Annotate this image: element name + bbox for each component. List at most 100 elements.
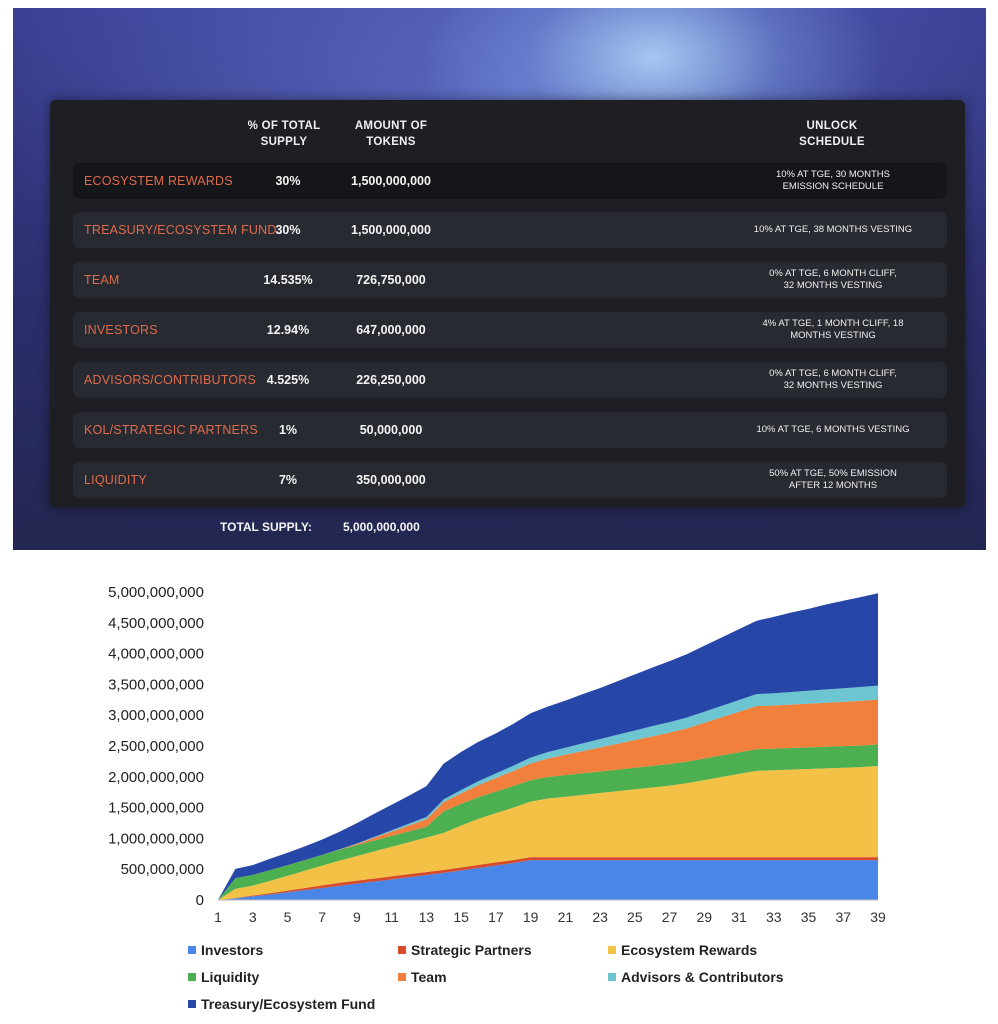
x-tick-label: 9: [353, 909, 361, 925]
table-row: ADVISORS/CONTRIBUTORS 4.525% 226,250,000…: [73, 362, 947, 398]
total-supply-label: TOTAL SUPPLY:: [220, 520, 313, 534]
area-series-team: [218, 699, 878, 900]
x-tick-label: 11: [384, 909, 399, 925]
row-amount: 1,500,000,000: [351, 174, 431, 188]
x-tick-label: 39: [870, 909, 886, 925]
legend-label: Strategic Partners: [411, 942, 532, 958]
legend-item: Strategic Partners: [398, 942, 532, 958]
row-unlock-line1: 50% AT TGE, 50% EMISSION: [769, 468, 897, 479]
x-tick-label: 29: [697, 909, 713, 925]
legend-label: Investors: [201, 942, 264, 958]
legend-label: Advisors & Contributors: [621, 969, 784, 985]
legend-item: Advisors & Contributors: [608, 969, 784, 985]
row-pct: 30%: [275, 223, 301, 237]
row-unlock-line1: 10% AT TGE, 6 MONTHS VESTING: [756, 424, 910, 435]
total-supply-value: 5,000,000,000: [343, 520, 420, 534]
legend-item: Treasury/Ecosystem Fund: [188, 996, 375, 1012]
header-unlock-line2: SCHEDULE: [799, 136, 865, 148]
row-category: INVESTORS: [84, 323, 158, 337]
row-amount: 226,250,000: [356, 373, 426, 387]
x-tick-label: 33: [766, 909, 782, 925]
legend-item: Team: [398, 969, 447, 985]
row-unlock: 10% AT TGE, 38 MONTHS VESTING: [713, 212, 953, 248]
token-unlock-area-chart: 0 500,000,000 1,000,000,000 1,500,000,000 2,…: [0, 570, 998, 1024]
table-row: TEAM 14.535% 726,750,000 0% AT TGE, 6 MO…: [73, 262, 947, 298]
row-unlock: 0% AT TGE, 6 MONTH CLIFF, 32 MONTHS VESTI…: [713, 362, 953, 398]
row-unlock-line1: 4% AT TGE, 1 MONTH CLIFF, 18: [762, 318, 904, 329]
header-amount-line1: AMOUNT OF: [354, 120, 428, 132]
x-tick-label: 23: [592, 909, 608, 925]
area-series-investors: [218, 860, 878, 900]
row-pct: 1%: [278, 423, 298, 437]
area-series-treasury-ecosystem-fund: [218, 593, 878, 900]
x-tick-label: 7: [318, 909, 326, 925]
y-tick-label: 3,000,000,000: [108, 707, 204, 724]
row-category: KOL/STRATEGIC PARTNERS: [84, 423, 258, 437]
row-amount: 50,000,000: [359, 423, 423, 437]
row-pct: 30%: [275, 174, 301, 188]
table-row: INVESTORS 12.94% 647,000,000 4% AT TGE, …: [73, 312, 947, 348]
y-tick-label: 1,500,000,000: [108, 800, 204, 817]
legend-label: Liquidity: [201, 969, 260, 985]
x-tick-label: 37: [835, 909, 851, 925]
row-unlock: 4% AT TGE, 1 MONTH CLIFF, 18 MONTHS VESTI…: [713, 312, 953, 348]
legend-item: Ecosystem Rewards: [608, 942, 757, 958]
x-tick-label: 13: [419, 909, 435, 925]
row-pct: 12.94%: [266, 323, 310, 337]
x-tick-label: 15: [453, 909, 469, 925]
row-pct: 4.525%: [266, 373, 310, 387]
row-pct: 14.535%: [263, 273, 313, 287]
row-amount: 726,750,000: [356, 273, 426, 287]
legend-swatch: [188, 973, 196, 981]
y-tick-label: 1,000,000,000: [108, 830, 204, 847]
header-unlock: UNLOCK SCHEDULE: [780, 118, 884, 150]
legend-label: Treasury/Ecosystem Fund: [201, 996, 376, 1012]
row-amount: 1,500,000,000: [351, 223, 431, 237]
y-tick-label: 3,500,000,000: [108, 676, 204, 693]
legend-swatch: [398, 946, 406, 954]
legend-item: Liquidity: [188, 969, 259, 985]
table-row: LIQUIDITY 7% 350,000,000 50% AT TGE, 50%…: [73, 462, 947, 498]
row-unlock-line1: 10% AT TGE, 38 MONTHS VESTING: [753, 224, 913, 235]
header-pct-line2: SUPPLY: [260, 136, 308, 148]
y-tick-label: 4,000,000,000: [108, 646, 204, 663]
legend-swatch: [608, 973, 616, 981]
x-tick-label: 17: [488, 909, 504, 925]
x-tick-label: 27: [662, 909, 678, 925]
row-category: TREASURY/ECOSYSTEM FUND: [84, 223, 277, 237]
legend-swatch: [398, 973, 406, 981]
row-unlock: 10% AT TGE, 30 MONTHS EMISSION SCHEDULE: [713, 163, 953, 199]
table-row: KOL/STRATEGIC PARTNERS 1% 50,000,000 10%…: [73, 412, 947, 448]
y-tick-label: 2,500,000,000: [108, 738, 204, 755]
x-tick-label: 31: [731, 909, 747, 925]
row-amount: 647,000,000: [356, 323, 426, 337]
row-unlock: 0% AT TGE, 6 MONTH CLIFF, 32 MONTHS VESTI…: [713, 262, 953, 298]
x-tick-label: 21: [558, 909, 574, 925]
legend-swatch: [188, 946, 196, 954]
row-pct: 7%: [278, 473, 298, 487]
y-tick-label: 4,500,000,000: [108, 615, 204, 632]
y-tick-label: 500,000,000: [121, 861, 204, 878]
legend-label: Ecosystem Rewards: [621, 942, 758, 958]
y-tick-label: 5,000,000,000: [108, 584, 204, 601]
legend-swatch: [188, 1000, 196, 1008]
y-tick-label: 2,000,000,000: [108, 769, 204, 786]
row-unlock-line2: EMISSION SCHEDULE: [782, 181, 884, 192]
header-amount-line2: TOKENS: [366, 136, 416, 148]
table-row: ECOSYSTEM REWARDS 30% 1,500,000,000 10% …: [73, 163, 947, 199]
x-tick-label: 5: [284, 909, 292, 925]
area-series-ecosystem-rewards: [218, 765, 878, 900]
row-category: TEAM: [84, 273, 120, 287]
area-series-liquidity: [218, 744, 878, 900]
row-unlock-line1: 10% AT TGE, 30 MONTHS: [775, 169, 891, 180]
row-unlock-line2: MONTHS VESTING: [790, 330, 876, 341]
x-tick-label: 1: [214, 909, 222, 925]
row-unlock-line2: AFTER 12 MONTHS: [788, 480, 878, 491]
x-tick-label: 3: [249, 909, 257, 925]
row-category: ECOSYSTEM REWARDS: [84, 174, 233, 188]
x-tick-label: 25: [627, 909, 643, 925]
row-unlock: 10% AT TGE, 6 MONTHS VESTING: [713, 412, 953, 448]
x-tick-label: 35: [801, 909, 817, 925]
row-unlock-line2: 32 MONTHS VESTING: [783, 280, 883, 291]
table-row: TREASURY/ECOSYSTEM FUND 30% 1,500,000,00…: [73, 212, 947, 248]
